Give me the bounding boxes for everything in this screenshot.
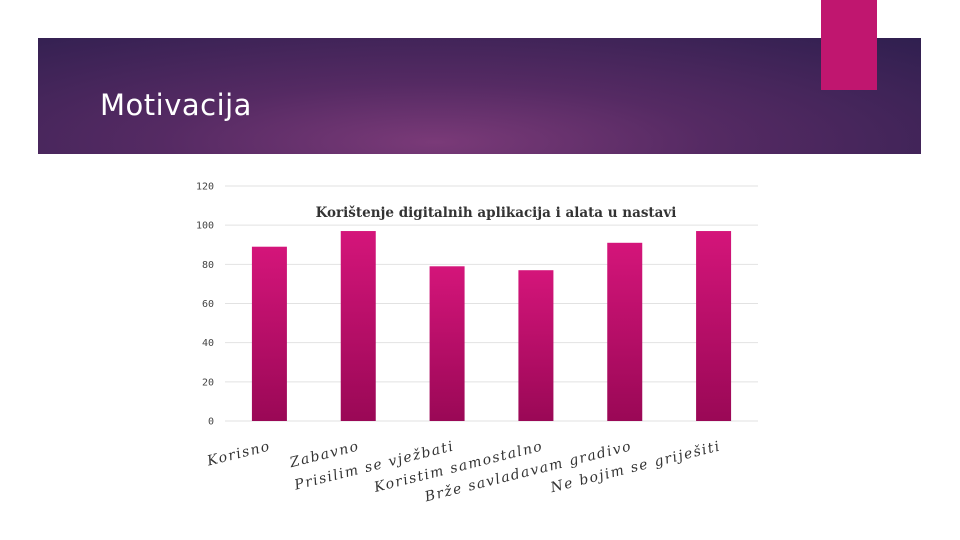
y-tick-label: 0 <box>208 417 214 428</box>
gridlines <box>225 185 758 422</box>
bar <box>340 231 376 421</box>
bar <box>518 270 554 421</box>
slide-title: Motivacija <box>100 88 252 122</box>
y-tick-label: 80 <box>202 260 214 271</box>
title-banner <box>38 38 921 154</box>
chart-title: Korištenje digitalnih aplikacija i alata… <box>316 205 677 221</box>
y-tick-label: 100 <box>196 221 214 232</box>
bar <box>607 242 643 421</box>
category-label: Korisno <box>205 438 273 469</box>
y-tick-label: 60 <box>202 299 214 310</box>
y-axis-ticks: 0 20 40 60 80 100 120 <box>196 182 214 428</box>
bar <box>696 231 732 421</box>
accent-bar <box>821 0 877 90</box>
y-tick-label: 120 <box>196 182 214 193</box>
bar <box>429 266 465 421</box>
bars <box>251 231 732 421</box>
y-tick-label: 20 <box>202 377 214 388</box>
bar <box>251 246 287 421</box>
y-tick-label: 40 <box>202 338 214 349</box>
